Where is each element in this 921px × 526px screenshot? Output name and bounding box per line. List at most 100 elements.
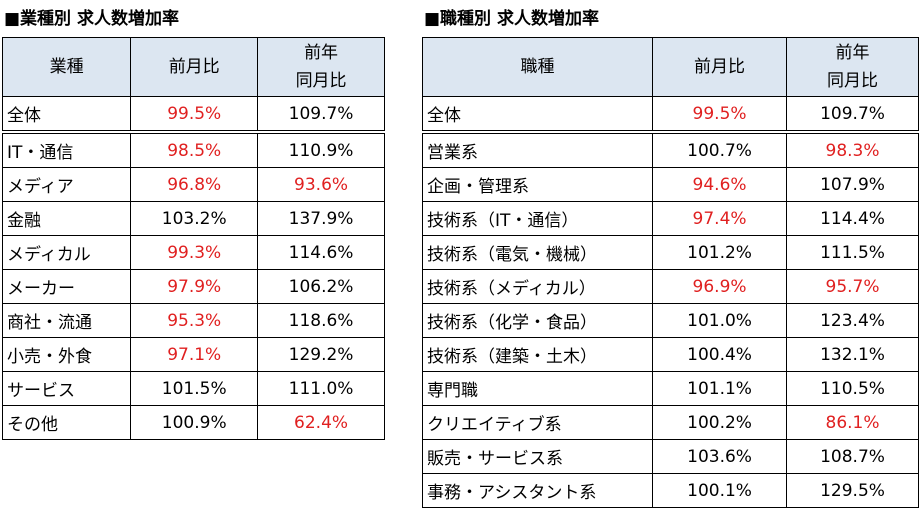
value-cell: 99.5% bbox=[652, 96, 788, 134]
value-cell: 101.0% bbox=[652, 303, 788, 338]
label-cell: 技術系（電気・機械） bbox=[421, 235, 654, 270]
row: 全体 99.5% 109.7% bbox=[421, 96, 919, 134]
header-text: 職種 bbox=[520, 57, 555, 77]
value-cell: 100.1% bbox=[652, 473, 788, 508]
value-cell: 99.5% bbox=[130, 96, 259, 134]
label-cell: 金融 bbox=[1, 201, 132, 236]
value-cell: 103.2% bbox=[130, 201, 259, 236]
label-cell: 技術系（メディカル） bbox=[421, 269, 654, 304]
value-cell: 103.6% bbox=[652, 439, 788, 474]
value-cell: 97.9% bbox=[130, 269, 259, 304]
label-cell: 企画・管理系 bbox=[421, 167, 654, 202]
header-text: 前月比 bbox=[694, 57, 746, 77]
value-cell: 96.8% bbox=[130, 167, 259, 202]
header-text: 同月比 bbox=[295, 71, 347, 91]
header-text: 同月比 bbox=[827, 71, 878, 91]
value-cell: 101.5% bbox=[130, 371, 259, 406]
row: その他 100.9% 62.4% bbox=[1, 405, 385, 440]
value-cell: 100.2% bbox=[652, 405, 788, 440]
value-cell: 99.3% bbox=[130, 235, 259, 270]
label-cell: 商社・流通 bbox=[1, 303, 132, 338]
row: 小売・外食 97.1% 129.2% bbox=[1, 337, 385, 372]
label-cell: 技術系（IT・通信） bbox=[421, 201, 654, 236]
value-cell: 110.5% bbox=[786, 371, 919, 406]
row: メディア 96.8% 93.6% bbox=[1, 167, 385, 202]
value-cell: 109.7% bbox=[786, 96, 919, 134]
header-cell: 前月比 bbox=[652, 37, 788, 97]
row: クリエイティブ系 100.2% 86.1% bbox=[421, 405, 919, 440]
table: 職種 前月比 前年 同月比 全体 99.5% 109.7% 営業系 100.7% 98.3% 企画・… bbox=[421, 37, 919, 508]
value-cell: 98.5% bbox=[130, 131, 259, 168]
label-cell: 技術系（化学・食品） bbox=[421, 303, 654, 338]
value-cell: 93.6% bbox=[257, 167, 385, 202]
value-cell: 123.4% bbox=[786, 303, 919, 338]
value-cell: 111.5% bbox=[786, 235, 919, 270]
row: IT・通信 98.5% 110.9% bbox=[1, 131, 385, 168]
value-cell: 101.2% bbox=[652, 235, 788, 270]
label-cell: クリエイティブ系 bbox=[421, 405, 654, 440]
row: 金融 103.2% 137.9% bbox=[1, 201, 385, 236]
label-cell: メーカー bbox=[1, 269, 132, 304]
header-text: 前月比 bbox=[168, 57, 220, 77]
value-cell: 97.4% bbox=[652, 201, 788, 236]
value-cell: 62.4% bbox=[257, 405, 385, 440]
value-cell: 100.7% bbox=[652, 131, 788, 168]
value-cell: 94.6% bbox=[652, 167, 788, 202]
row: 営業系 100.7% 98.3% bbox=[421, 131, 919, 168]
label-cell: 事務・アシスタント系 bbox=[421, 473, 654, 508]
label-cell: メディア bbox=[1, 167, 132, 202]
header-text: 前年 bbox=[835, 43, 870, 63]
value-cell: 114.4% bbox=[786, 201, 919, 236]
row: 技術系（建築・土木） 100.4% 132.1% bbox=[421, 337, 919, 372]
value-cell: 129.2% bbox=[257, 337, 385, 372]
value-cell: 137.9% bbox=[257, 201, 385, 236]
value-cell: 132.1% bbox=[786, 337, 919, 372]
label-cell: 営業系 bbox=[421, 131, 654, 168]
label-cell: 専門職 bbox=[421, 371, 654, 406]
row: 技術系（化学・食品） 101.0% 123.4% bbox=[421, 303, 919, 338]
value-cell: 95.7% bbox=[786, 269, 919, 304]
row: 企画・管理系 94.6% 107.9% bbox=[421, 167, 919, 202]
value-cell: 106.2% bbox=[257, 269, 385, 304]
header-row: 業種 前月比 前年同月比 bbox=[1, 37, 385, 97]
row: メディカル 99.3% 114.6% bbox=[1, 235, 385, 270]
value-cell: 95.3% bbox=[130, 303, 259, 338]
label-cell: 技術系（建築・土木） bbox=[421, 337, 654, 372]
value-cell: 100.4% bbox=[652, 337, 788, 372]
table: 業種 前月比 前年 同月比 全体 99.5% 109.7% IT・通信 98.5% 110.9% メ… bbox=[1, 37, 385, 440]
value-cell: 101.1% bbox=[652, 371, 788, 406]
value-cell: 110.9% bbox=[257, 131, 385, 168]
label-cell: メディカル bbox=[1, 235, 132, 270]
row: 事務・アシスタント系 100.1% 129.5% bbox=[421, 473, 919, 508]
label-cell: 販売・サービス系 bbox=[421, 439, 654, 474]
value-cell: 96.9% bbox=[652, 269, 788, 304]
header-cell: 業種 bbox=[1, 37, 132, 97]
table-title: ■職種別 求人数増加率 bbox=[424, 9, 599, 29]
value-cell: 107.9% bbox=[786, 167, 919, 202]
label-cell: IT・通信 bbox=[1, 131, 132, 168]
value-cell: 100.9% bbox=[130, 405, 259, 440]
header-cell: 前月比 bbox=[130, 37, 259, 97]
value-cell: 98.3% bbox=[786, 131, 919, 168]
row: 技術系（IT・通信） 97.4% 114.4% bbox=[421, 201, 919, 236]
header-cell: 前年 同月比 bbox=[257, 37, 385, 97]
header-text: 業種 bbox=[49, 57, 84, 77]
value-cell: 111.0% bbox=[257, 371, 385, 406]
label-cell: 全体 bbox=[1, 96, 132, 134]
value-cell: 97.1% bbox=[130, 337, 259, 372]
value-cell: 86.1% bbox=[786, 405, 919, 440]
value-cell: 114.6% bbox=[257, 235, 385, 270]
row: 専門職 101.1% 110.5% bbox=[421, 371, 919, 406]
value-cell: 118.6% bbox=[257, 303, 385, 338]
row: 販売・サービス系 103.6% 108.7% bbox=[421, 439, 919, 474]
label-cell: 全体 bbox=[421, 96, 654, 134]
row: 全体 99.5% 109.7% bbox=[1, 96, 385, 134]
label-cell: その他 bbox=[1, 405, 132, 440]
value-cell: 109.7% bbox=[257, 96, 385, 134]
row: 技術系（電気・機械） 101.2% 111.5% bbox=[421, 235, 919, 270]
value-cell: 129.5% bbox=[786, 473, 919, 508]
header-cell: 職種 bbox=[421, 37, 654, 97]
header-text: 前年 bbox=[304, 43, 339, 63]
label-cell: 小売・外食 bbox=[1, 337, 132, 372]
